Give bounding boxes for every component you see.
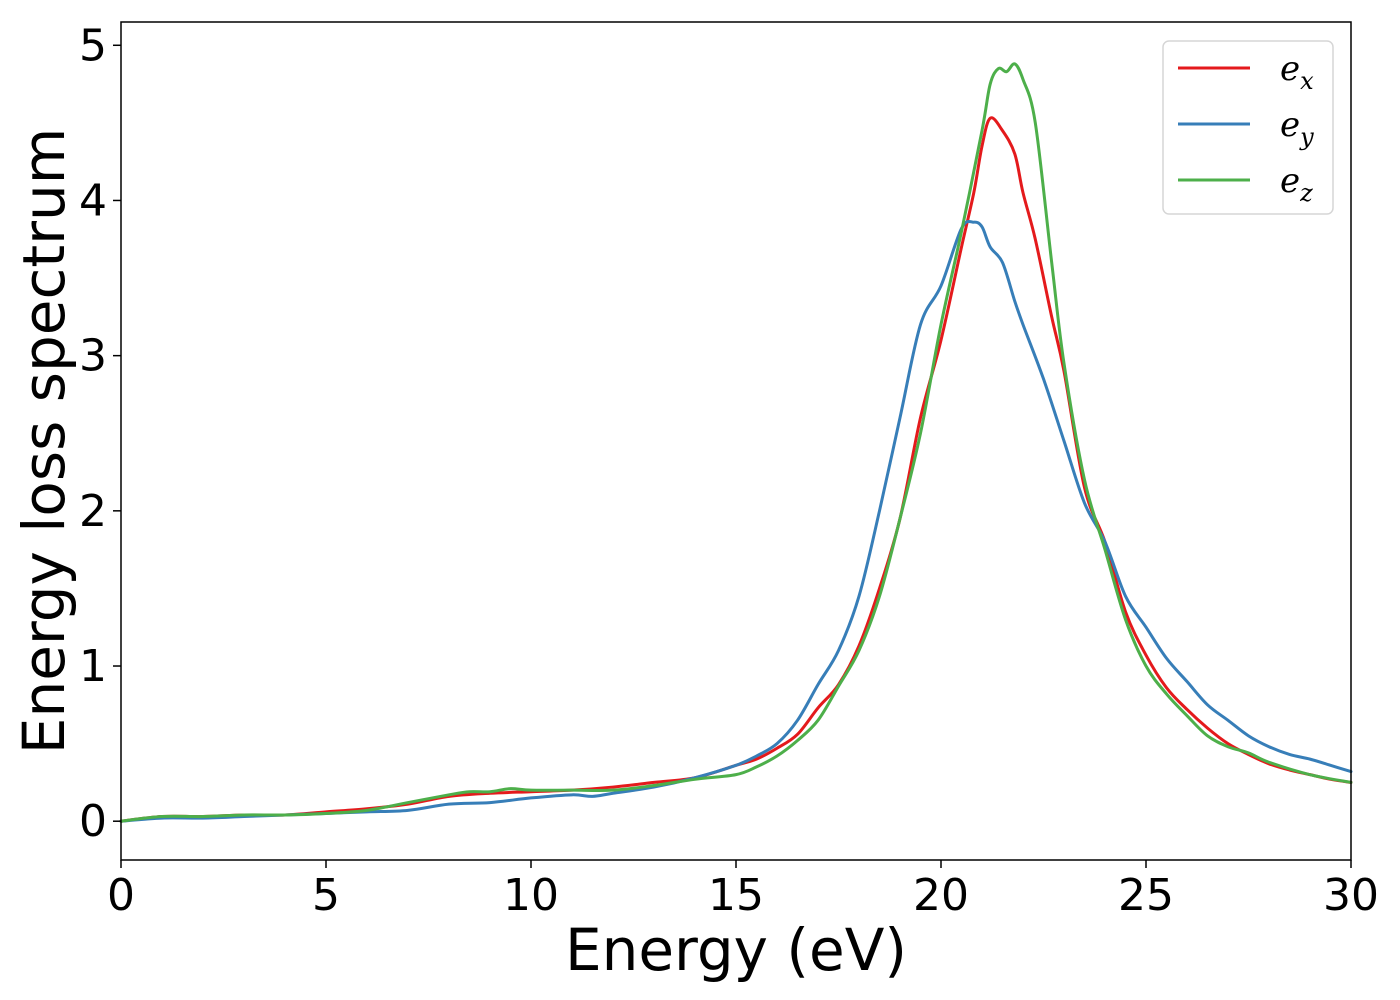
x-tick-label: 0 [107, 870, 135, 921]
series-line-y [119, 219, 1353, 823]
y-tick-label: 3 [79, 331, 107, 382]
x-tick-label: 5 [312, 870, 340, 921]
x-tick-label: 10 [503, 870, 559, 921]
y-axis: 0 1 2 3 4 5 [79, 20, 121, 847]
x-axis-label: Energy (eV) [565, 916, 907, 984]
legend-label-y: ey [1280, 105, 1314, 151]
x-axis: 0 5 10 15 20 25 30 [107, 860, 1379, 921]
x-tick-label: 15 [708, 870, 764, 921]
legend-label-x: ex [1280, 49, 1314, 95]
x-tick-label: 20 [913, 870, 969, 921]
x-tick-label: 25 [1118, 870, 1174, 921]
series-line-z [119, 62, 1353, 823]
x-tick-label: 30 [1323, 870, 1379, 921]
legend-box [1162, 40, 1334, 215]
y-tick-label: 5 [79, 20, 107, 71]
y-tick-label: 0 [79, 796, 107, 847]
y-axis-label: Energy loss spectrum [10, 128, 78, 754]
legend: ex ey ez [1162, 40, 1334, 215]
legend-label-z: ez [1280, 161, 1313, 207]
series-line-x [119, 116, 1353, 823]
y-tick-label: 1 [79, 641, 107, 692]
y-tick-label: 2 [79, 486, 107, 537]
series-layer [119, 62, 1353, 823]
y-tick-label: 4 [79, 175, 107, 226]
